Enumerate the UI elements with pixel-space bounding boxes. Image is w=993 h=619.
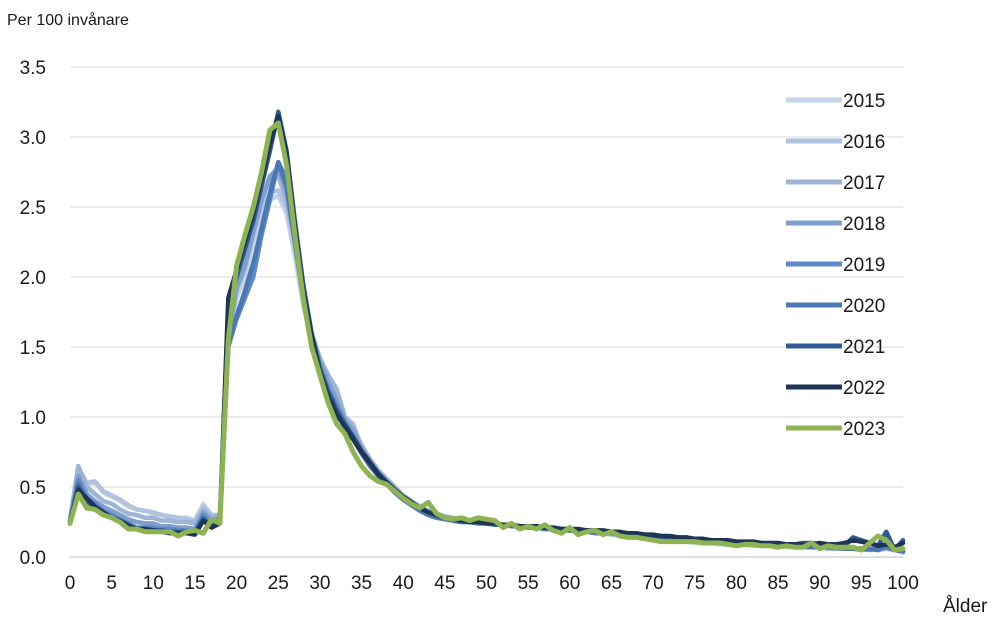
x-tick-label: 100: [887, 573, 919, 594]
y-tick-label: 2.0: [20, 268, 46, 289]
legend-label-2020: 2020: [843, 296, 885, 317]
x-tick-label: 90: [809, 573, 830, 594]
x-tick-label: 0: [65, 573, 76, 594]
x-tick-label: 30: [309, 573, 330, 594]
x-tick-label: 65: [601, 573, 622, 594]
x-tick-label: 45: [434, 573, 455, 594]
y-tick-label: 2.5: [20, 198, 46, 219]
series-line-2017: [67, 173, 906, 554]
grid-lines: [70, 66, 903, 558]
series-line-2019: [67, 159, 906, 554]
series-line-2016: [67, 187, 906, 554]
x-tick-label: 75: [684, 573, 705, 594]
x-axis-title: Ålder: [943, 596, 988, 614]
y-tick-label: 1.5: [20, 338, 46, 359]
x-tick-label: 70: [643, 573, 664, 594]
x-tick-label: 35: [351, 573, 372, 594]
y-tick-label: 3.5: [20, 58, 46, 79]
series-line-2018: [67, 165, 906, 554]
legend-label-2022: 2022: [843, 378, 885, 399]
legend-label-2023: 2023: [843, 419, 885, 440]
x-tick-label: 60: [559, 573, 580, 594]
legend-label-2015: 2015: [843, 91, 885, 112]
y-tick-label: 0.5: [20, 478, 46, 499]
series-line-2022: [67, 113, 906, 550]
legend: 2015 2016 2017 2018 2019 2020 2021 2022 2023: [786, 91, 885, 440]
x-tick-label: 55: [518, 573, 539, 594]
y-axis-title: Per 100 invånare: [7, 11, 129, 29]
legend-label-2016: 2016: [843, 132, 885, 153]
legend-label-2018: 2018: [843, 214, 885, 235]
y-tick-label: 1.0: [20, 408, 46, 429]
x-tick-label: 85: [767, 573, 788, 594]
y-tick-label: 0.0: [20, 548, 46, 569]
x-axis-ticks: 0 5 10 15 20 25 30 35 40 45 50 55 60 65 70 75 80 85 90 95 10…: [65, 573, 919, 594]
x-tick-label: 15: [184, 573, 205, 594]
x-tick-label: 95: [851, 573, 872, 594]
series-line-2023: [67, 120, 906, 553]
x-tick-label: 10: [143, 573, 164, 594]
series-line-2015: [67, 193, 906, 556]
y-tick-label: 3.0: [20, 128, 46, 149]
x-tick-label: 20: [226, 573, 247, 594]
series-line-2020: [67, 159, 906, 554]
legend-label-2021: 2021: [843, 337, 885, 358]
x-tick-label: 80: [726, 573, 747, 594]
y-axis-ticks: 0.0 0.5 1.0 1.5 2.0 2.5 3.0 3.5: [20, 58, 46, 569]
x-tick-label: 50: [476, 573, 497, 594]
x-tick-label: 40: [393, 573, 414, 594]
legend-label-2017: 2017: [843, 173, 885, 194]
series-line-2021: [67, 109, 906, 553]
legend-label-2019: 2019: [843, 255, 885, 276]
x-tick-label: 25: [268, 573, 289, 594]
series-lines: [67, 109, 906, 556]
x-tick-label: 5: [106, 573, 117, 594]
